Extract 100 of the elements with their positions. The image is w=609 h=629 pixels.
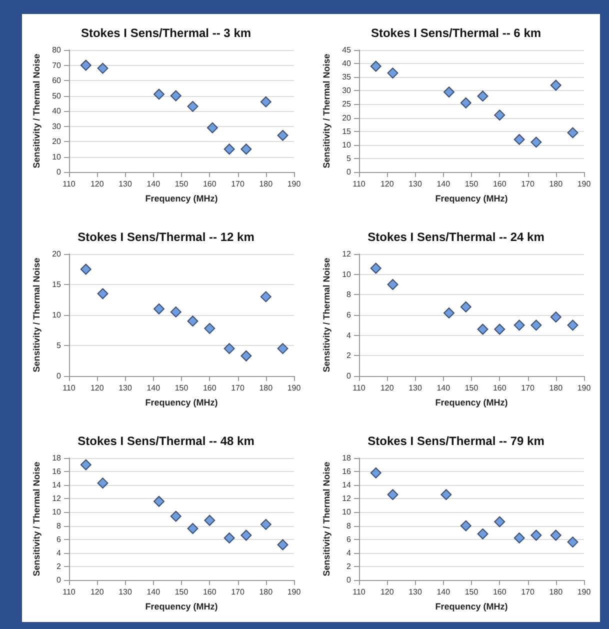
x-tick-label: 150 [174, 384, 189, 392]
x-tick-label: 160 [492, 588, 507, 596]
point [97, 62, 108, 74]
y-tick-label: 4 [346, 548, 352, 558]
y-tick-label: 25 [342, 100, 352, 109]
x-tick-label: 180 [259, 588, 274, 596]
point [567, 320, 578, 331]
y-tick-label: 20 [342, 113, 352, 122]
point [240, 530, 252, 541]
x-tick-label: 120 [380, 384, 394, 392]
y-tick-label: 4 [346, 330, 352, 340]
point [550, 80, 562, 91]
x-tick-label: 130 [118, 180, 132, 188]
y-tick-label: 20 [52, 250, 62, 258]
x-tick-label: 190 [287, 384, 302, 392]
x-tick-label: 180 [259, 384, 274, 392]
y-tick-label: 10 [52, 310, 62, 320]
y-tick-label: 15 [52, 280, 62, 289]
point [387, 68, 398, 79]
point [224, 144, 235, 155]
y-tick-label: 10 [342, 140, 352, 150]
point [154, 496, 164, 507]
y-tick-label: 50 [52, 91, 62, 100]
point [460, 97, 472, 108]
y-tick-label: 35 [342, 72, 352, 82]
x-tick-label: 140 [436, 384, 451, 392]
point [206, 122, 218, 134]
y-tick-label: 20 [52, 137, 62, 146]
point [444, 86, 454, 98]
point [550, 530, 562, 541]
x-tick-label: 160 [202, 588, 217, 596]
point [204, 322, 216, 334]
x-axis-title: Frequency (MHz) [145, 602, 218, 612]
point [80, 60, 92, 71]
point [550, 312, 562, 323]
x-tick-label: 120 [90, 384, 104, 392]
x-tick-label: 120 [90, 588, 104, 596]
y-tick-label: 12 [342, 250, 352, 258]
x-tick-label: 140 [146, 384, 161, 392]
y-tick-label: 45 [342, 46, 352, 54]
x-tick-label: 190 [287, 180, 302, 188]
point [477, 324, 488, 335]
y-tick-label: 60 [52, 76, 62, 85]
y-tick-label: 0 [56, 372, 62, 380]
point [277, 343, 288, 354]
x-axis-title: Frequency (MHz) [435, 194, 508, 204]
x-tick-label: 110 [62, 588, 76, 596]
x-tick-label: 140 [436, 588, 451, 596]
y-tick-label: 0 [346, 576, 352, 584]
x-tick-label: 170 [521, 588, 535, 596]
point [460, 520, 472, 532]
point [494, 516, 506, 528]
point [187, 316, 198, 327]
chart-title: Stokes I Sens/Thermal -- 24 km [368, 230, 544, 244]
x-tick-label: 170 [231, 180, 245, 188]
x-tick-label: 140 [146, 588, 161, 596]
y-tick-label: 8 [56, 521, 62, 530]
point [224, 343, 235, 354]
y-tick-label: 40 [342, 59, 352, 68]
y-tick-label: 12 [52, 494, 62, 504]
x-tick-label: 130 [118, 384, 132, 392]
y-tick-label: 16 [342, 467, 352, 476]
x-tick-label: 150 [464, 588, 479, 596]
x-tick-label: 110 [62, 180, 76, 188]
x-tick-label: 120 [380, 180, 394, 188]
point [370, 60, 382, 72]
point [530, 530, 542, 541]
point [154, 303, 164, 314]
point [440, 489, 452, 500]
x-axis-title: Frequency (MHz) [435, 398, 508, 408]
point [154, 88, 164, 100]
y-tick-label: 15 [342, 126, 352, 136]
point [387, 489, 398, 500]
x-tick-label: 110 [352, 180, 366, 188]
point [187, 522, 198, 534]
point [170, 306, 182, 318]
x-tick-label: 130 [118, 588, 132, 596]
y-tick-label: 18 [342, 454, 352, 462]
x-tick-label: 110 [352, 588, 366, 596]
point [277, 539, 288, 550]
point [494, 110, 506, 121]
y-tick-label: 10 [342, 508, 352, 517]
y-tick-label: 10 [342, 270, 352, 279]
x-axis-title: Frequency (MHz) [145, 194, 218, 204]
point [514, 320, 525, 331]
x-tick-label: 110 [352, 384, 366, 392]
y-tick-label: 0 [56, 168, 62, 176]
point [170, 510, 182, 522]
y-axis-title: Sensitivity / Thermal Noise [32, 258, 42, 372]
x-tick-label: 140 [436, 180, 451, 188]
x-tick-label: 180 [549, 384, 564, 392]
x-tick-label: 160 [202, 384, 217, 392]
point [387, 279, 398, 290]
y-tick-label: 8 [346, 521, 352, 530]
y-tick-label: 5 [56, 341, 62, 350]
x-tick-label: 130 [408, 384, 422, 392]
chart-title: Stokes I Sens/Thermal -- 79 km [368, 434, 544, 448]
chart-title: Stokes I Sens/Thermal -- 12 km [78, 230, 254, 244]
point [80, 264, 92, 275]
x-tick-label: 120 [90, 180, 104, 188]
